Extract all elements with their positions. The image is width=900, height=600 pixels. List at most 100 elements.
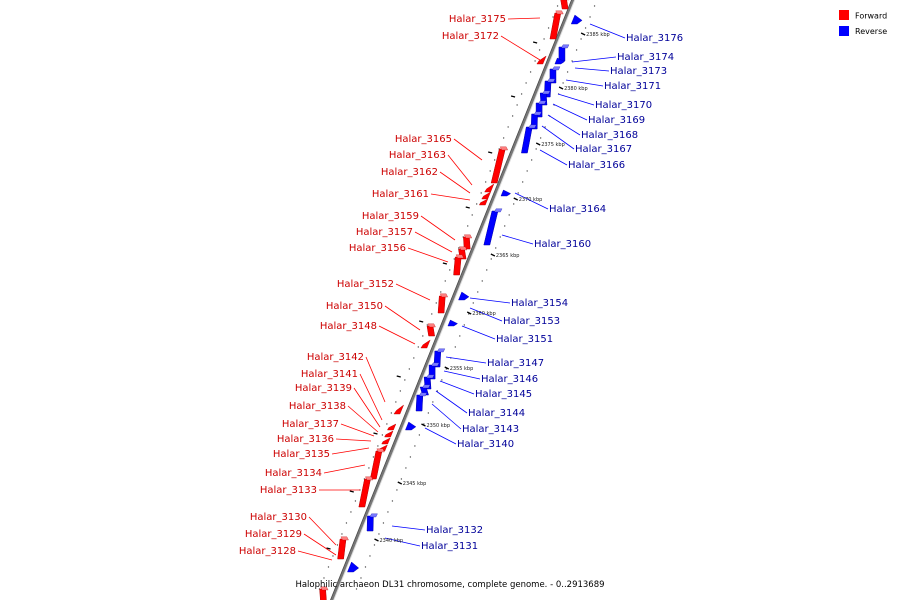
- reverse-gene-label: Halar_3168: [581, 130, 638, 141]
- scale-label: 2340 kbp: [380, 538, 404, 544]
- forward-gene-label: Halar_3150: [326, 301, 383, 312]
- gene-box-top: [542, 90, 551, 95]
- forward-gene-label: Halar_3175: [449, 14, 506, 25]
- guide-dot-left: [471, 214, 473, 216]
- guide-dot-left: [538, 49, 541, 51]
- guide-dot-left: [345, 522, 348, 524]
- forward-leader: [347, 405, 379, 433]
- gene-box: [369, 450, 383, 480]
- guide-dot-right: [364, 566, 367, 568]
- guide-dot-left: [435, 302, 437, 304]
- scale-tick: [580, 32, 586, 36]
- gene-arrow: [554, 57, 565, 65]
- reverse-leader: [539, 149, 568, 166]
- guide-dot-left: [422, 335, 424, 337]
- guide-dot-left: [395, 401, 397, 403]
- gene-box-top: [340, 536, 349, 541]
- reverse-leader: [445, 356, 487, 364]
- guide-dot-right: [355, 588, 358, 590]
- forward-leader: [439, 171, 471, 194]
- gene-box: [426, 325, 435, 337]
- forward-gene-label: Halar_3152: [337, 279, 394, 290]
- guide-dot-right: [477, 291, 479, 293]
- guide-dot-left: [552, 16, 554, 18]
- guide-dot-right: [539, 137, 542, 139]
- forward-leader: [303, 533, 337, 556]
- gene-box-top: [561, 44, 570, 49]
- forward-gene-label: Halar_3172: [442, 31, 499, 42]
- scale-label: 2380 kbp: [564, 86, 588, 92]
- reverse-leader: [443, 370, 481, 380]
- guide-dot-right: [360, 577, 362, 579]
- gene-box: [366, 515, 374, 532]
- scale-label: 2360 kbp: [472, 311, 496, 317]
- gene-arrow: [447, 319, 458, 327]
- scale-tick-minor: [488, 151, 493, 154]
- reverse-gene-label: Halar_3174: [617, 52, 674, 63]
- gene-box-top: [538, 100, 547, 105]
- gene-box: [453, 256, 462, 276]
- scale-label: 2365 kbp: [496, 253, 520, 259]
- reverse-gene-label: Halar_3176: [626, 33, 683, 44]
- guide-dot-left: [489, 170, 491, 172]
- forward-gene-label: Halar_3133: [260, 485, 317, 496]
- guide-dot-right: [432, 401, 434, 403]
- gene-arrow: [481, 191, 492, 200]
- guide-dot-right: [391, 500, 394, 502]
- forward-leader: [414, 231, 453, 253]
- scale-tick: [444, 366, 450, 370]
- forward-gene-label: Halar_3137: [282, 419, 339, 430]
- reverse-leader: [391, 525, 426, 531]
- guide-dot-left: [502, 137, 505, 139]
- guide-dot-left: [444, 280, 446, 282]
- guide-dot-right: [441, 379, 443, 381]
- scale-tick: [421, 423, 426, 427]
- reverse-leader: [461, 325, 496, 340]
- scale-tick: [466, 311, 472, 315]
- guide-dot-right: [396, 489, 398, 491]
- guide-dot-right: [593, 5, 596, 7]
- guide-dot-left: [327, 566, 330, 568]
- forward-leader: [378, 325, 416, 345]
- reverse-gene-label: Halar_3145: [475, 389, 532, 400]
- gene-box-top: [376, 448, 385, 453]
- gene-arrow: [478, 198, 489, 206]
- guide-dot-right: [526, 170, 528, 172]
- guide-dot-left: [354, 500, 357, 502]
- legend-forward-swatch: [839, 10, 849, 20]
- guide-dot-left: [476, 203, 478, 205]
- guide-dot-right: [544, 126, 546, 128]
- backbone-shadow: [330, 0, 572, 600]
- gene-box: [558, 46, 566, 62]
- gene-arrow: [458, 291, 470, 301]
- guide-dot-left: [556, 5, 559, 7]
- gene-box-top: [463, 234, 473, 239]
- guide-dot-left: [467, 225, 469, 227]
- guide-dot-left: [480, 192, 482, 194]
- forward-leader: [331, 447, 370, 455]
- guide-dot-left: [381, 434, 384, 436]
- backbone-line: [330, 0, 575, 600]
- forward-leader: [447, 154, 473, 186]
- scale-tick-minor: [349, 490, 354, 493]
- guide-dot-right: [382, 522, 385, 524]
- gene-box-top: [533, 111, 542, 116]
- scale-tick-minor: [419, 320, 424, 323]
- forward-leader: [365, 356, 386, 403]
- forward-gene-label: Halar_3156: [349, 243, 406, 254]
- guide-dot-left: [529, 71, 532, 73]
- gene-box-top: [365, 476, 374, 481]
- gene-box-top: [494, 208, 503, 213]
- guide-dot-left: [377, 445, 379, 447]
- forward-gene-label: Halar_3129: [245, 529, 302, 540]
- guide-dot-right: [521, 181, 524, 183]
- guide-dot-right: [373, 544, 376, 546]
- forward-gene-label: Halar_3142: [307, 352, 364, 363]
- gene-box-top: [426, 374, 435, 379]
- scale-tick-minor: [442, 262, 448, 265]
- forward-leader: [500, 35, 541, 61]
- scale-tick: [535, 142, 541, 146]
- guide-dot-right: [414, 445, 416, 447]
- forward-gene-label: Halar_3159: [362, 211, 419, 222]
